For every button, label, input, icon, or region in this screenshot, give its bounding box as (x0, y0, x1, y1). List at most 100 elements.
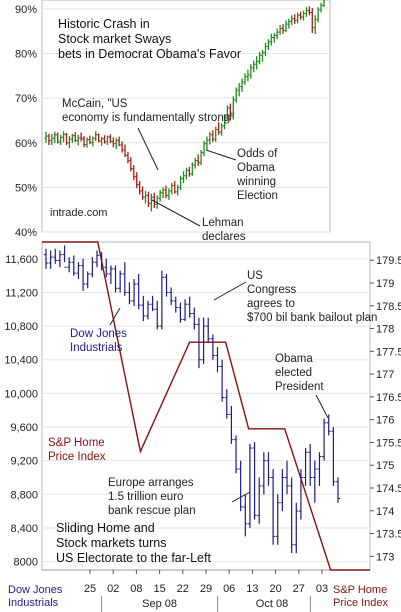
dow-ohlc-bar (122, 262, 127, 296)
dow-ohlc-bar (169, 287, 174, 306)
odds-ohlc-bar (211, 130, 215, 142)
dow-ohlc-bar (164, 273, 169, 297)
dow-ohlc-bar (85, 271, 90, 289)
home-price-y-tick-label: 173 (376, 551, 394, 563)
odds-ohlc-bar (129, 157, 133, 172)
dow-ohlc-bar (322, 418, 327, 461)
odds-ohlc-bar (261, 49, 265, 62)
odds-y-tick-label: 90% (15, 4, 37, 16)
odds-ohlc-bar (164, 185, 168, 199)
home-price-y-axis: 179.5 179 178.5 178 177.5 177 176.5 176 175.5 175… (370, 255, 401, 563)
dow-ohlc-bar (247, 443, 252, 528)
annotation-line: Europe arranges (108, 477, 194, 489)
home-price-y-tick-label: 175 (376, 460, 394, 472)
dow-ohlc-bar (196, 317, 201, 369)
annotation-line: 1.5 trillion euro (108, 491, 183, 503)
odds-ohlc-bar (322, 0, 325, 8)
odds-ohlc-bar (132, 165, 136, 181)
odds-ohlc-bar (190, 162, 194, 176)
annotation-line: Odds of (237, 148, 278, 160)
odds-ohlc-bar (161, 187, 165, 199)
dow-y-tick-label: 9,200 (10, 456, 38, 468)
home-price-line (42, 241, 370, 571)
dow-ohlc-bar (243, 494, 248, 537)
odds-ohlc-bar (167, 188, 171, 200)
odds-y-tick-label: 60% (15, 138, 37, 150)
x-tick-label: 03 (316, 583, 328, 595)
odds-ohlc-bar (217, 122, 221, 135)
markets-plot-area (41, 241, 371, 571)
home-price-y-tick-label: 175.5 (376, 437, 401, 449)
odds-ohlc-bar (138, 181, 142, 195)
odds-ohlc-bar (179, 175, 183, 191)
obama-arrow (315, 394, 329, 419)
annotation-line: US Electorate to the far-Left (56, 551, 211, 565)
odds-ohlc-bar (76, 134, 80, 146)
annotation-line: S&P Home (48, 437, 105, 449)
annotation-line: US (247, 270, 263, 282)
dow-ohlc-bar (220, 359, 225, 402)
conclusion-annotation: Sliding Home and Stock markets turns US … (56, 521, 211, 565)
dow-ohlc-bar (187, 296, 192, 318)
dow-ohlc-bar (178, 302, 183, 323)
annotation-line: Election (237, 190, 278, 202)
annotation-line: Industrials (70, 342, 123, 354)
odds-ohlc-bar (313, 15, 317, 34)
odds-ohlc-bar (70, 133, 74, 143)
dow-ohlc-bar (312, 460, 317, 503)
odds-ohlc-bar (149, 193, 153, 212)
odds-ohlc-bar (243, 73, 247, 85)
dow-series-label: Dow Jones Industrials (70, 328, 130, 354)
odds-title: Historic Crash in Stock market Sways bet… (58, 17, 241, 61)
home-price-series (42, 241, 370, 571)
dow-ohlc-bar (303, 448, 308, 486)
dow-ohlc-series (44, 245, 340, 554)
odds-grid (42, 8, 330, 233)
annotation-line: winning (236, 176, 276, 188)
odds-ohlc-bar (199, 149, 203, 166)
dow-ohlc-bar (57, 250, 62, 268)
dow-ohlc-bar (261, 452, 266, 495)
dow-ohlc-bar (81, 258, 86, 291)
dow-y-tick-label: 8,400 (10, 523, 38, 535)
odds-ohlc-bar (310, 8, 314, 34)
hpi-series-label: S&P Home Price Index (48, 437, 108, 463)
odds-ohlc-bar (82, 136, 86, 148)
dow-ohlc-bar (275, 494, 280, 545)
annotation-line: Lehman (202, 217, 244, 229)
dow-y-tick-label: 10,800 (4, 321, 38, 333)
dow-ohlc-bar (238, 460, 243, 512)
dow-ohlc-bar (99, 252, 104, 271)
dow-ohlc-bar (76, 262, 81, 280)
lehman-arrow-odds (151, 199, 201, 227)
dow-ohlc-bar (67, 257, 72, 273)
europe-annotation: Europe arranges 1.5 trillion euro bank r… (108, 477, 197, 517)
odds-ohlc-bar (88, 135, 92, 145)
dow-ohlc-bar (252, 442, 257, 520)
dow-ohlc-bar (331, 427, 336, 486)
odds-ohlc-bar (208, 132, 212, 145)
odds-ohlc-bar (214, 126, 218, 142)
odds-ohlc-bar (225, 105, 229, 121)
odds-ohlc-bar (220, 123, 224, 136)
dow-ohlc-bar (201, 317, 206, 364)
dow-ohlc-bar (127, 282, 132, 305)
annotation-line: President (275, 381, 324, 393)
odds-ohlc-bar (143, 190, 147, 204)
annotation-line: Historic Crash in (58, 17, 150, 31)
odds-ohlc-bar (100, 136, 104, 146)
odds-ohlc-bar (281, 24, 285, 34)
dow-y-axis: 11,600 11,200 10,800 10,400 10,000 9,600 9,200… (4, 254, 38, 569)
odds-arrow (205, 149, 237, 161)
dow-ohlc-bar (155, 300, 160, 330)
annotation-line: bets in Democrat Obama's Favor (58, 47, 241, 61)
annotation-line: declares (202, 231, 246, 243)
odds-ohlc-bar (205, 136, 209, 150)
x-tick-label: 29 (200, 583, 212, 595)
annotation-line: $700 bil bank bailout plan (247, 312, 377, 324)
dow-ohlc-bar (215, 347, 220, 373)
dow-y-tick-label: 11,600 (5, 254, 38, 266)
x-tick-label: 08 (130, 583, 142, 595)
odds-y-tick-label: 50% (15, 182, 37, 194)
